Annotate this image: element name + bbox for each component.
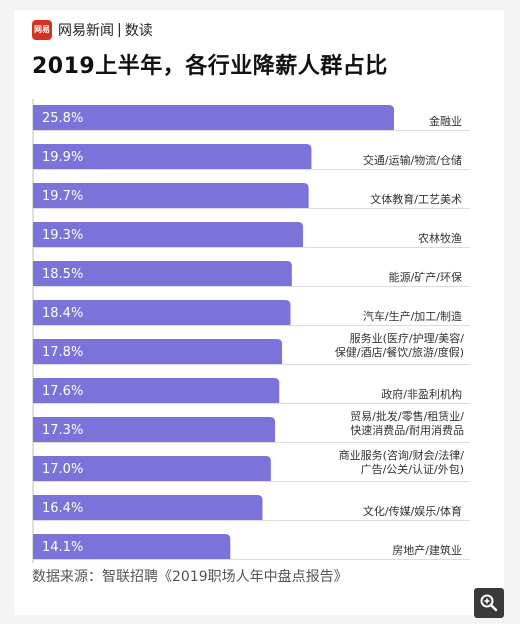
- bar: [33, 534, 231, 559]
- bar: [33, 339, 283, 364]
- category-label: 金融业: [429, 114, 462, 128]
- bar-row: 19.9% 交通/运输/物流/仓储: [33, 144, 470, 170]
- category-label: 汽车/生产/加工/制造: [363, 309, 462, 323]
- zoom-button[interactable]: [474, 588, 504, 618]
- bar: [33, 495, 263, 520]
- bar-row: 25.8% 金融业: [33, 105, 470, 131]
- category-label: 房地产/建筑业: [392, 543, 462, 557]
- bar-row: 17.0% 商业服务(咨询/财会/法律/广告/公关/认证/外包): [33, 448, 470, 482]
- data-source: 数据来源：智联招聘《2019职场人年中盘点报告》: [32, 569, 348, 585]
- page-title: 2019上半年，各行业降薪人群占比: [32, 54, 388, 79]
- bar: [33, 378, 280, 403]
- bar: [33, 144, 312, 169]
- bar-row: 17.6% 政府/非盈利机构: [33, 378, 470, 404]
- bar-row: 19.7% 文体教育/工艺美术: [33, 183, 470, 209]
- category-label: 服务业(医疗/护理/美容/保健/酒店/餐饮/旅游/度假): [335, 331, 464, 359]
- bar-row: 14.1% 房地产/建筑业: [33, 534, 470, 560]
- bar-value-label: 18.4%: [42, 306, 83, 321]
- bar-value-label: 19.3%: [42, 228, 83, 243]
- bar-row: 18.5% 能源/矿产/环保: [33, 261, 470, 287]
- bar: [33, 222, 304, 247]
- bar-value-label: 17.6%: [42, 384, 83, 399]
- bar: [33, 417, 276, 442]
- bar-row: 17.3% 贸易/批发/零售/租赁业/快速消费品/耐用消费品: [33, 409, 470, 443]
- section-name: 数读: [124, 23, 153, 39]
- brand-separator: |: [117, 22, 122, 38]
- bar-row: 16.4% 文化/传媒/娱乐/体育: [33, 495, 470, 521]
- category-label: 商业服务(咨询/财会/法律/广告/公关/认证/外包): [339, 448, 465, 476]
- bar-value-label: 19.7%: [42, 189, 83, 204]
- netease-logo: 网易: [32, 20, 52, 40]
- bar: [33, 456, 271, 481]
- brand-header: 网易 网易新闻 | 数读: [32, 20, 153, 40]
- bar-value-label: 16.4%: [42, 501, 83, 516]
- bar-row: 19.3% 农林牧渔: [33, 222, 470, 248]
- bar-row: 18.4% 汽车/生产/加工/制造: [33, 300, 470, 326]
- bar: [33, 300, 291, 325]
- bar-value-label: 25.8%: [42, 111, 83, 126]
- bar-row: 17.8% 服务业(医疗/护理/美容/保健/酒店/餐饮/旅游/度假): [33, 331, 470, 365]
- bar-value-label: 18.5%: [42, 267, 83, 282]
- category-label: 贸易/批发/零售/租赁业/快速消费品/耐用消费品: [350, 409, 464, 437]
- category-label: 文化/传媒/娱乐/体育: [363, 504, 462, 518]
- bar-value-label: 17.3%: [42, 423, 83, 438]
- bar-value-label: 19.9%: [42, 150, 83, 165]
- bar: [33, 105, 394, 130]
- zoom-in-icon: [480, 594, 498, 612]
- category-label: 农林牧渔: [418, 231, 462, 245]
- bar: [33, 261, 292, 286]
- category-label: 政府/非盈利机构: [381, 387, 462, 401]
- bar: [33, 183, 309, 208]
- bar-value-label: 17.8%: [42, 345, 83, 360]
- category-label: 交通/运输/物流/仓储: [363, 153, 462, 167]
- category-label: 能源/矿产/环保: [389, 270, 462, 284]
- category-label: 文体教育/工艺美术: [370, 192, 462, 206]
- bar-value-label: 14.1%: [42, 540, 83, 555]
- brand-name: 网易新闻: [58, 23, 114, 39]
- bar-value-label: 17.0%: [42, 462, 83, 477]
